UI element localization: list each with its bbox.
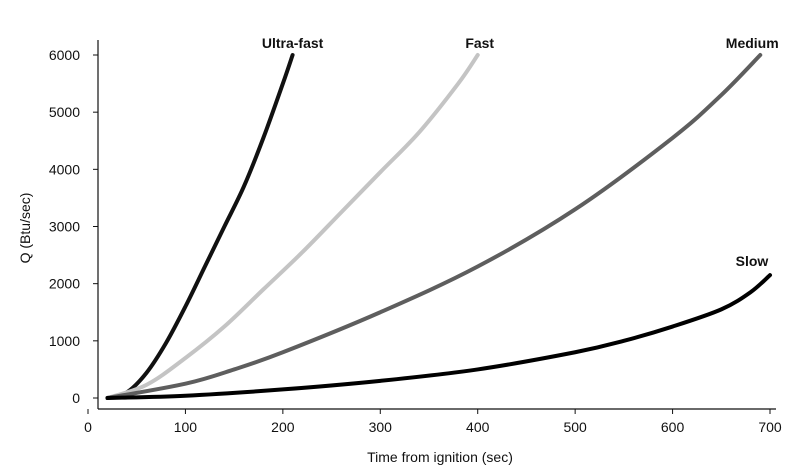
y-tick-label: 5000 <box>49 104 80 120</box>
series-line-fast <box>105 53 480 400</box>
y-tick-label: 2000 <box>49 276 80 292</box>
y-tick-label: 6000 <box>49 47 80 63</box>
series-label-slow: Slow <box>736 253 769 269</box>
series-label-fast: Fast <box>465 35 494 51</box>
series-line-medium <box>105 53 763 400</box>
axes: 0 100 200 300 400 500 600 700 0 1000 2000 3000 4000 5… <box>49 40 782 435</box>
x-tick-label: 700 <box>758 419 782 435</box>
series-lines <box>105 53 772 400</box>
series-labels: Ultra-fast Fast Medium Slow <box>262 35 779 269</box>
x-tick-label: 600 <box>661 419 685 435</box>
y-tick-label: 4000 <box>49 161 80 177</box>
x-tick-label: 300 <box>369 419 393 435</box>
y-axis-title: Q (Btu/sec) <box>17 193 33 264</box>
x-tick-label: 100 <box>174 419 198 435</box>
y-tick-label: 1000 <box>49 333 80 349</box>
x-tick-label: 400 <box>466 419 490 435</box>
series-line-ultra-fast <box>105 53 295 400</box>
series-label-ultra-fast: Ultra-fast <box>262 35 324 51</box>
x-tick-label: 500 <box>563 419 587 435</box>
y-tick-label: 0 <box>72 390 80 406</box>
x-tick-label: 0 <box>84 419 92 435</box>
x-tick-label: 200 <box>271 419 295 435</box>
series-line-slow <box>105 273 772 400</box>
y-tick-label: 3000 <box>49 219 80 235</box>
x-axis-title: Time from ignition (sec) <box>367 449 513 465</box>
series-label-medium: Medium <box>726 35 779 51</box>
